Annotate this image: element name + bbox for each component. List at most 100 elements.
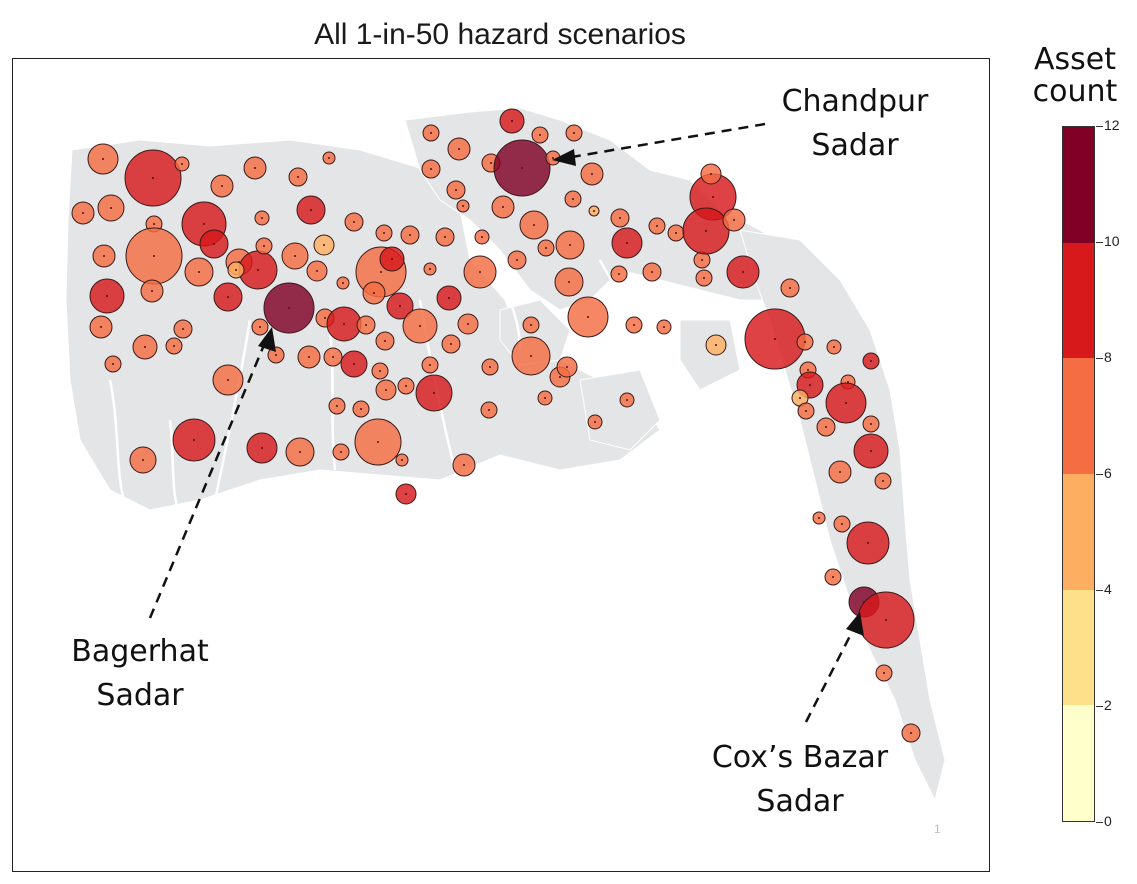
legend-tick-label: 2 — [1104, 697, 1112, 713]
asset-bubble-center — [308, 356, 310, 358]
asset-bubble-center — [870, 450, 872, 452]
asset-bubble-center — [409, 234, 411, 236]
legend-tick-mark — [1096, 706, 1103, 707]
chandpur-arrowhead — [552, 149, 576, 166]
asset-bubble-center — [675, 232, 677, 234]
asset-bubble-center — [587, 316, 589, 318]
asset-bubble-center — [373, 292, 375, 294]
bagerhat-arrowhead — [258, 327, 276, 352]
asset-bubble-center — [882, 480, 884, 482]
asset-bubble-center — [429, 268, 431, 270]
asset-bubble-center — [213, 243, 215, 245]
legend-tick-mark — [1096, 358, 1103, 359]
asset-bubbles — [71, 108, 921, 743]
legend-tick-mark — [1096, 242, 1103, 243]
asset-bubble-center — [405, 385, 407, 387]
legend-tick-label: 0 — [1104, 813, 1112, 829]
asset-bubble-center — [181, 163, 183, 165]
legend-tick-label: 4 — [1104, 581, 1112, 597]
asset-bubble-center — [833, 346, 835, 348]
asset-bubble-center — [328, 157, 330, 159]
coxs-arrow-line — [804, 629, 855, 723]
asset-bubble-center — [377, 441, 379, 443]
asset-bubble-center — [288, 307, 290, 309]
asset-bubble-center — [343, 323, 345, 325]
asset-bubble-center — [299, 451, 301, 453]
asset-bubble-center — [103, 255, 105, 257]
asset-bubble-center — [259, 326, 261, 328]
asset-bubble-center — [173, 345, 175, 347]
asset-bubble-center — [380, 271, 382, 273]
asset-bubble-center — [867, 542, 869, 544]
asset-bubble-center — [712, 196, 714, 198]
asset-bubble-center — [568, 281, 570, 283]
asset-bubble-center — [544, 397, 546, 399]
asset-bubble-center — [198, 271, 200, 273]
asset-bubble-center — [360, 408, 362, 410]
asset-bubble-center — [870, 423, 872, 425]
asset-bubble-center — [910, 732, 912, 734]
asset-bubble-center — [885, 619, 887, 621]
asset-bubble-center — [153, 255, 155, 257]
map-canvas: 1 — [65, 107, 946, 836]
asset-bubble-center — [110, 207, 112, 209]
asset-bubble-center — [444, 236, 446, 238]
callout-chandpur-line1: Chandpur — [781, 84, 929, 119]
asset-bubble-center — [310, 209, 312, 211]
asset-bubble-center — [384, 340, 386, 342]
legend-segment-4 — [1063, 242, 1094, 359]
asset-bubble-center — [710, 173, 712, 175]
asset-bubble-center — [221, 185, 223, 187]
asset-bubble-center — [502, 206, 504, 208]
asset-bubble-center — [316, 270, 318, 272]
asset-bubble-center — [619, 217, 621, 219]
asset-bubble-center — [324, 317, 326, 319]
asset-bubble-center — [102, 158, 104, 160]
asset-bubble-center — [521, 167, 523, 169]
asset-bubble-center — [530, 324, 532, 326]
asset-bubble-center — [511, 120, 513, 122]
asset-bubble-center — [789, 287, 791, 289]
asset-bubble-center — [353, 363, 355, 365]
legend-tick-label: 6 — [1104, 465, 1112, 481]
asset-bubble-center — [845, 402, 847, 404]
asset-bubble-center — [594, 421, 596, 423]
asset-bubble-center — [633, 324, 635, 326]
asset-bubble-center — [489, 366, 491, 368]
asset-bubble-center — [193, 439, 195, 441]
asset-bubble-center — [462, 205, 464, 207]
asset-bubble-center — [144, 346, 146, 348]
asset-bubble-center — [539, 134, 541, 136]
asset-bubble-center — [663, 326, 665, 328]
asset-bubble-center — [883, 672, 885, 674]
asset-bubble-center — [618, 273, 620, 275]
asset-bubble-center — [383, 232, 385, 234]
legend-title-line2: count — [1032, 74, 1118, 109]
asset-bubble-center — [703, 277, 705, 279]
asset-bubble-center — [490, 162, 492, 164]
asset-bubble-center — [450, 343, 452, 345]
legend-tick-label: 12 — [1104, 117, 1120, 133]
asset-bubble-center — [774, 338, 776, 340]
land-island-c — [679, 319, 741, 391]
asset-bubble-center — [419, 325, 421, 327]
asset-bubble-center — [530, 355, 532, 357]
asset-bubble-center — [391, 258, 393, 260]
map-frame — [12, 58, 990, 872]
legend-segment-2 — [1063, 473, 1094, 590]
asset-bubble-center — [332, 356, 334, 358]
callout-coxs-line1: Cox’s Bazar — [711, 740, 889, 775]
callout-coxs-line2: Sadar — [756, 784, 844, 819]
callout-arrows — [148, 122, 864, 723]
asset-bubble-center — [430, 132, 432, 134]
asset-bubble-center — [467, 323, 469, 325]
asset-bubble-center — [479, 271, 481, 273]
legend-segment-1 — [1063, 589, 1094, 706]
legend-segment-3 — [1063, 358, 1094, 474]
callout-chandpur: Chandpur Sadar — [760, 80, 950, 168]
asset-bubble-center — [227, 296, 229, 298]
asset-bubble-center — [807, 369, 809, 371]
asset-bubble-center — [142, 459, 144, 461]
asset-bubble-center — [112, 363, 114, 365]
asset-bubble-center — [254, 167, 256, 169]
